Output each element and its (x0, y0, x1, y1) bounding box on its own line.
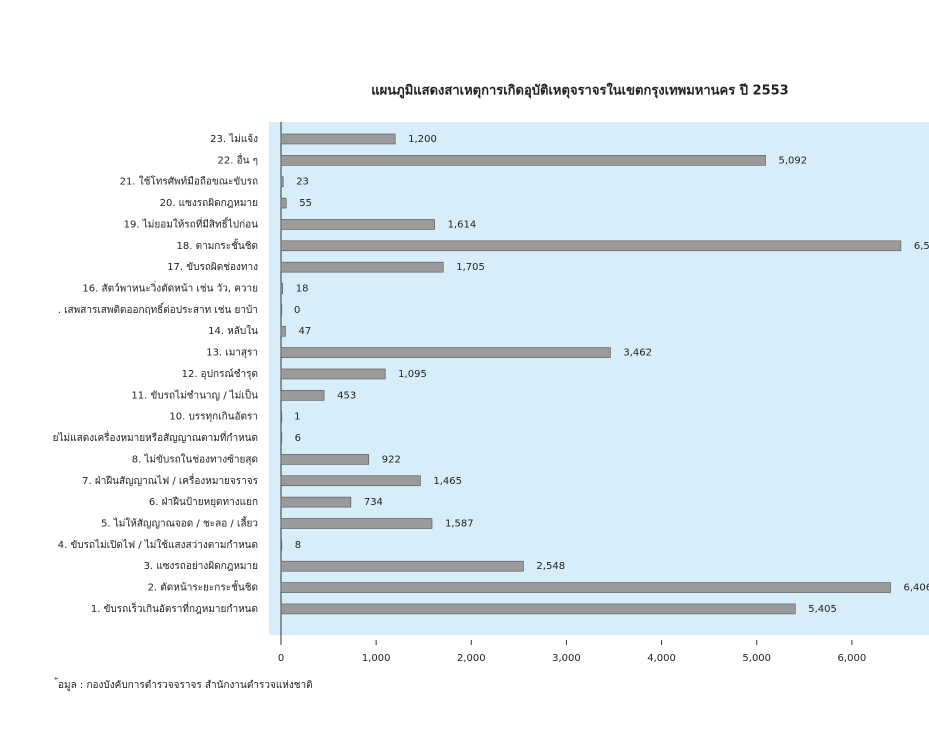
bar (280, 133, 396, 145)
y-tick-label: 2. ตัดหน้าระยะกระชั้นชิด (148, 580, 258, 594)
y-tick-label: 23. ไม่แจ้ง (210, 133, 258, 145)
y-tick-label: 13. เมาสุรา (206, 348, 258, 359)
value-label: 18 (296, 284, 309, 295)
bar (280, 475, 421, 487)
value-label: 1,095 (398, 369, 427, 380)
y-tick-label: 18. ตามกระชั้นชิด (177, 238, 258, 252)
x-tick-label: 2,000 (457, 653, 486, 664)
bar (280, 283, 284, 294)
x-tick-label: 6,000 (838, 653, 867, 664)
y-tick-label: 7. ฝ่าฝืนสัญญาณไฟ / เครื่องหมายจราจร (82, 473, 258, 487)
value-label: 6 (295, 433, 301, 444)
bar (280, 197, 287, 209)
x-tick-label: 1,000 (362, 653, 391, 664)
bar (280, 560, 524, 572)
bar (280, 240, 902, 252)
value-label: 1 (294, 412, 300, 423)
y-tick-label: 21. ใช้โทรศัพท์มือถือขณะขับรถ (120, 175, 258, 188)
y-tick-label: 12. อุปกรณ์ชำรุด (182, 368, 258, 380)
y-tick-label: 22. อื่น ๆ (218, 152, 258, 166)
bar (280, 432, 283, 444)
value-label: 1,614 (448, 219, 477, 230)
y-tick-label: 20. แซงรถผิดกฎหมาย (160, 198, 258, 209)
y-tick-label: 4. ขับรถไม่เปิดไฟ / ไม่ใช้แสงสว่างตามกำห… (58, 539, 258, 551)
bar (280, 176, 284, 188)
bar (280, 582, 891, 593)
y-tick-label: 1. ขับรถเร็วเกินอัตราที่กฎหมายกำหนด (91, 601, 258, 615)
y-tick-label: 14. หลับใน (208, 325, 258, 337)
chart-title: แผนภูมิแสดงสาเหตุการเกิดอุบัติเหตุจราจรใ… (371, 82, 788, 99)
value-label: 6,5 (914, 241, 929, 252)
bar (280, 325, 286, 337)
value-label: 453 (337, 390, 356, 401)
value-label: 3,462 (623, 348, 652, 359)
value-label: 922 (382, 454, 401, 465)
y-tick-label: 10. บรรทุกเกินอัตรา (169, 412, 258, 423)
value-label: 1,587 (445, 518, 474, 529)
value-label: 8 (295, 540, 301, 551)
y-tick-label: 3. แซงรถอย่างผิดกฎหมาย (144, 561, 258, 572)
y-tick-label: 8. ไม่ขับรถในช่องทางซ้ายสุด (132, 453, 258, 465)
value-label: 1,200 (408, 134, 437, 145)
value-label: 47 (298, 326, 311, 337)
bar (280, 155, 766, 166)
y-tick-label: 6. ฝ่าฝืนป้ายหยุดทางแยก (149, 496, 258, 508)
bar (280, 368, 386, 380)
y-tick-label: 16. สัตว์พาหนะวิ่งตัดหน้า เช่น วัว, ควาย (82, 281, 258, 295)
bar (280, 411, 283, 422)
bar (280, 347, 611, 358)
source-note: ้อมูล : กองบังคับการตำรวจจราจร สำนักงานต… (54, 677, 313, 691)
value-label: 5,405 (808, 604, 837, 615)
y-tick-label: 17. ขับรถผิดช่องทาง (167, 262, 258, 273)
bar (280, 261, 444, 273)
y-tick-label: . เสพสารเสพติดออกฤทธิ์ต่อประสาท เช่น ยาบ… (58, 302, 258, 316)
value-label: 23 (296, 177, 309, 188)
bar (280, 518, 433, 529)
value-label: 6,406 (904, 583, 929, 594)
value-label: 734 (364, 497, 383, 508)
bar (280, 390, 325, 401)
x-tick-label: 4,000 (647, 653, 676, 664)
bar (280, 603, 796, 615)
y-tick-label: 19. ไม่ยอมให้รถที่มีสิทธิ์ไปก่อน (124, 216, 258, 230)
value-label: 55 (299, 198, 312, 209)
y-tick-label: 11. ขับรถไม่ชำนาญ / ไม่เป็น (131, 387, 258, 401)
bar (280, 539, 283, 551)
x-tick-label: 3,000 (552, 653, 581, 664)
bar (280, 454, 370, 465)
bar (280, 219, 435, 230)
value-label: 1,705 (456, 262, 485, 273)
value-label: 0 (294, 305, 300, 316)
x-tick-label: 5,000 (742, 653, 771, 664)
value-label: 1,465 (433, 476, 462, 487)
y-tick-label: 5. ไม่ให้สัญญาณจอด / ชะลอ / เลี้ยว (101, 515, 258, 529)
x-tick-label: 0 (278, 653, 284, 664)
value-label: 2,548 (536, 561, 565, 572)
value-label: 5,092 (778, 155, 807, 166)
bar (280, 304, 283, 316)
bar (280, 496, 352, 508)
y-tick-label: ยไม่แสดงเครื่องหมายหรือสัญญาณตามที่กำหนด (53, 430, 258, 444)
